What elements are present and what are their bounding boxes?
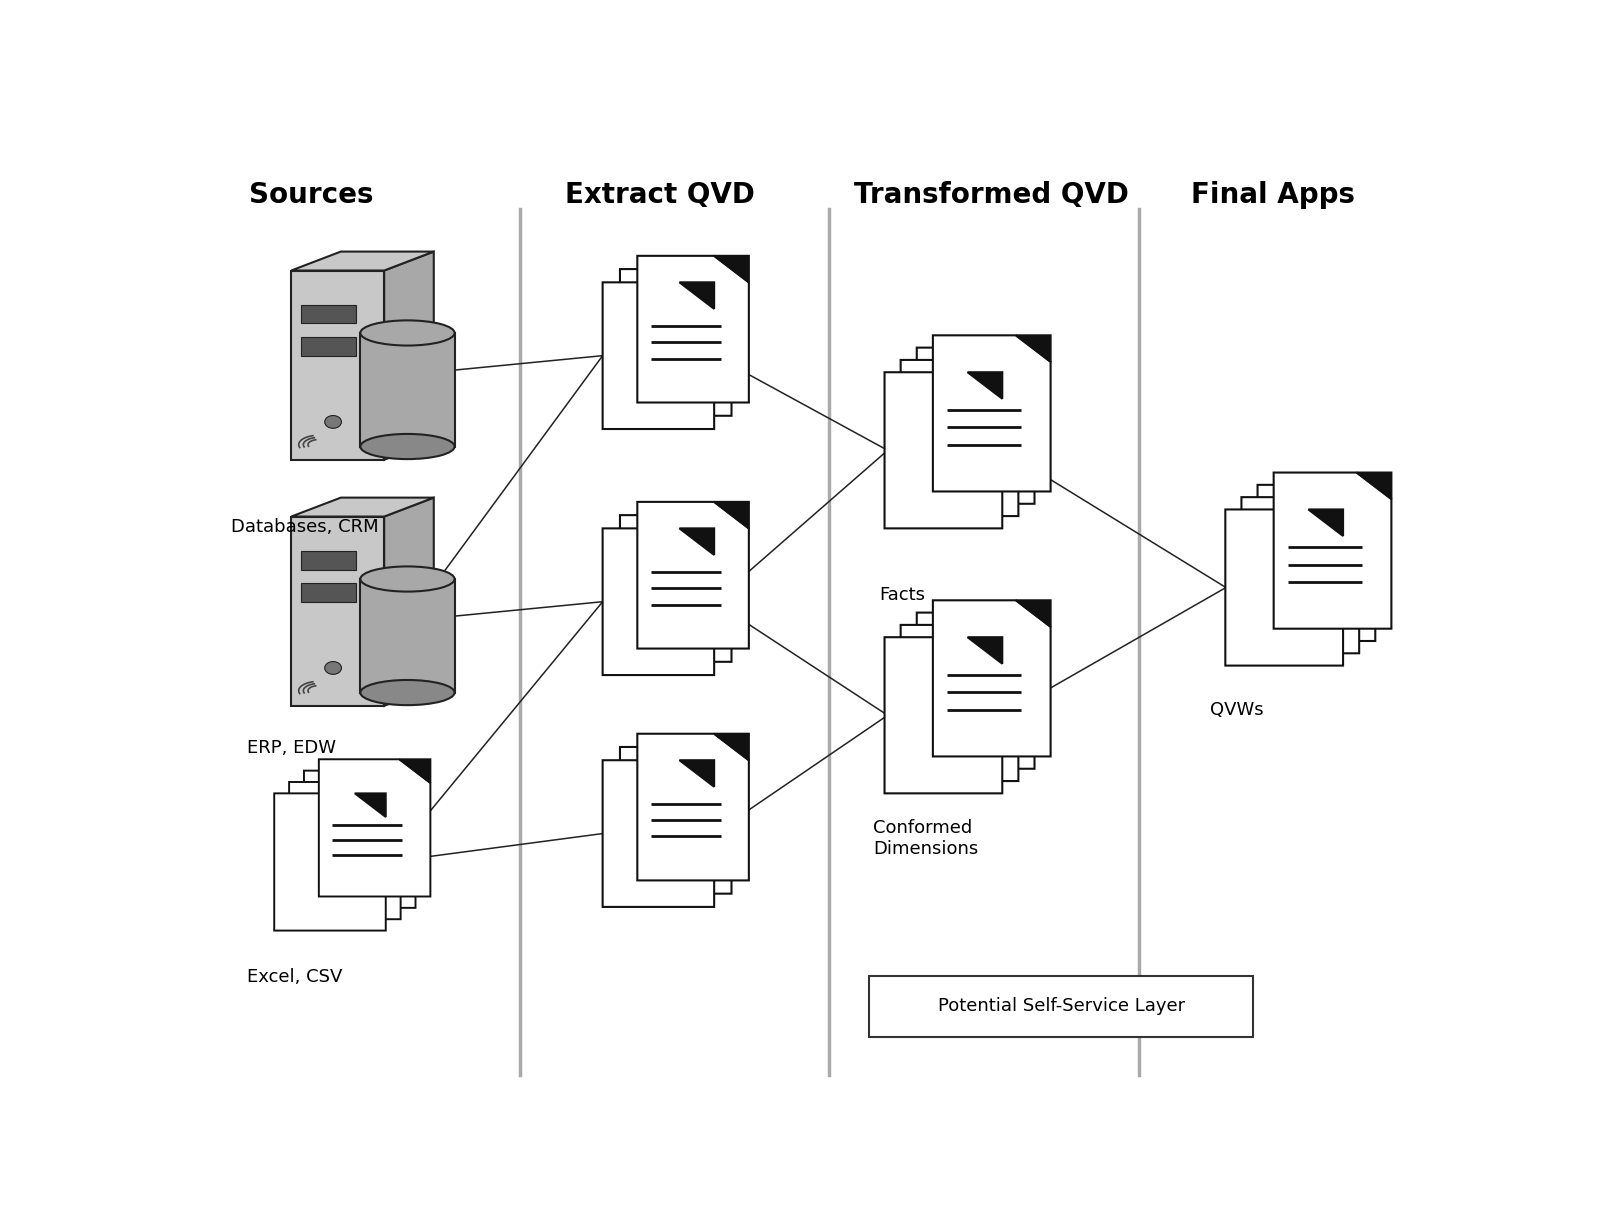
Polygon shape <box>1257 485 1375 642</box>
Polygon shape <box>638 501 748 649</box>
Polygon shape <box>983 624 1019 651</box>
Circle shape <box>325 661 342 675</box>
Polygon shape <box>620 515 731 661</box>
Polygon shape <box>1241 498 1359 654</box>
Text: Sources: Sources <box>249 181 374 209</box>
Polygon shape <box>369 782 401 806</box>
Polygon shape <box>638 256 748 403</box>
Ellipse shape <box>360 434 454 460</box>
Polygon shape <box>900 360 1019 516</box>
FancyBboxPatch shape <box>870 976 1254 1037</box>
Polygon shape <box>291 498 433 516</box>
Text: Databases, CRM: Databases, CRM <box>230 519 379 536</box>
Text: Excel, CSV: Excel, CSV <box>246 968 342 986</box>
Polygon shape <box>291 252 433 270</box>
Polygon shape <box>967 637 1003 664</box>
Polygon shape <box>884 372 1003 528</box>
Ellipse shape <box>360 680 454 705</box>
Polygon shape <box>697 515 731 542</box>
Polygon shape <box>400 760 430 783</box>
Polygon shape <box>916 612 1035 769</box>
Polygon shape <box>697 747 731 773</box>
Text: Facts: Facts <box>879 586 924 603</box>
Text: QVWs: QVWs <box>1210 701 1263 719</box>
Polygon shape <box>967 372 1003 398</box>
Polygon shape <box>983 360 1019 386</box>
Text: Final Apps: Final Apps <box>1191 181 1356 209</box>
Polygon shape <box>603 761 715 907</box>
Polygon shape <box>715 501 748 528</box>
Polygon shape <box>1308 510 1343 536</box>
Polygon shape <box>932 336 1051 492</box>
Ellipse shape <box>360 567 454 591</box>
Polygon shape <box>318 760 430 896</box>
Polygon shape <box>999 612 1035 639</box>
Polygon shape <box>1340 485 1375 511</box>
Text: Transformed QVD: Transformed QVD <box>854 181 1129 209</box>
Polygon shape <box>1274 472 1391 629</box>
Polygon shape <box>291 270 384 460</box>
FancyBboxPatch shape <box>301 337 357 355</box>
Polygon shape <box>355 794 385 817</box>
Text: Potential Self-Service Layer: Potential Self-Service Layer <box>937 997 1185 1015</box>
Polygon shape <box>620 747 731 893</box>
Polygon shape <box>360 333 454 446</box>
Circle shape <box>325 415 342 428</box>
Polygon shape <box>638 734 748 880</box>
Polygon shape <box>680 528 715 554</box>
Polygon shape <box>291 516 384 705</box>
Polygon shape <box>304 771 416 908</box>
Polygon shape <box>715 734 748 761</box>
Polygon shape <box>900 624 1019 782</box>
Polygon shape <box>999 348 1035 374</box>
Polygon shape <box>384 498 433 705</box>
Polygon shape <box>680 761 715 787</box>
Polygon shape <box>1015 336 1051 361</box>
Polygon shape <box>289 782 401 919</box>
Polygon shape <box>275 794 385 930</box>
Text: ERP, EDW: ERP, EDW <box>246 739 336 757</box>
Polygon shape <box>916 348 1035 504</box>
Polygon shape <box>1225 510 1343 666</box>
Polygon shape <box>384 771 416 794</box>
Polygon shape <box>1015 600 1051 627</box>
Text: Conformed
Dimensions: Conformed Dimensions <box>873 820 979 858</box>
FancyBboxPatch shape <box>301 305 357 323</box>
Polygon shape <box>680 283 715 308</box>
Polygon shape <box>603 528 715 675</box>
Polygon shape <box>715 256 748 283</box>
Text: Extract QVD: Extract QVD <box>566 181 755 209</box>
FancyBboxPatch shape <box>301 583 357 602</box>
Polygon shape <box>384 252 433 460</box>
Polygon shape <box>697 269 731 296</box>
Ellipse shape <box>360 321 454 345</box>
FancyBboxPatch shape <box>301 551 357 569</box>
Polygon shape <box>360 579 454 693</box>
Polygon shape <box>1324 498 1359 524</box>
Polygon shape <box>884 637 1003 794</box>
Polygon shape <box>1356 472 1391 499</box>
Polygon shape <box>603 283 715 429</box>
Polygon shape <box>932 600 1051 756</box>
Polygon shape <box>620 269 731 415</box>
